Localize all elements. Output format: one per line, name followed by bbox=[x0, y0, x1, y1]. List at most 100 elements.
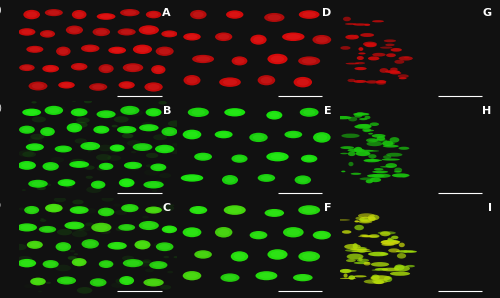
Ellipse shape bbox=[358, 47, 364, 51]
Ellipse shape bbox=[390, 68, 398, 71]
Ellipse shape bbox=[29, 145, 40, 149]
Ellipse shape bbox=[136, 46, 148, 52]
Text: B: B bbox=[162, 105, 171, 116]
Ellipse shape bbox=[362, 128, 371, 132]
Ellipse shape bbox=[123, 259, 143, 267]
Ellipse shape bbox=[294, 77, 312, 87]
Ellipse shape bbox=[172, 143, 179, 146]
Ellipse shape bbox=[170, 130, 179, 134]
Ellipse shape bbox=[56, 46, 70, 56]
Ellipse shape bbox=[346, 254, 364, 260]
Ellipse shape bbox=[19, 64, 34, 71]
Ellipse shape bbox=[194, 250, 212, 259]
Ellipse shape bbox=[92, 28, 110, 36]
Ellipse shape bbox=[27, 241, 43, 249]
Ellipse shape bbox=[73, 162, 86, 167]
Ellipse shape bbox=[194, 250, 212, 259]
Ellipse shape bbox=[92, 223, 112, 232]
Ellipse shape bbox=[139, 124, 158, 131]
Ellipse shape bbox=[372, 269, 380, 271]
Ellipse shape bbox=[136, 145, 148, 150]
Ellipse shape bbox=[312, 35, 331, 44]
Ellipse shape bbox=[122, 134, 134, 138]
Ellipse shape bbox=[148, 12, 158, 17]
Ellipse shape bbox=[121, 204, 138, 212]
Ellipse shape bbox=[26, 46, 44, 53]
Ellipse shape bbox=[128, 110, 143, 116]
Ellipse shape bbox=[151, 65, 166, 74]
Ellipse shape bbox=[108, 242, 127, 250]
Ellipse shape bbox=[72, 258, 86, 266]
Ellipse shape bbox=[232, 56, 248, 66]
Ellipse shape bbox=[350, 249, 370, 250]
Ellipse shape bbox=[358, 213, 375, 218]
Ellipse shape bbox=[117, 126, 136, 134]
Ellipse shape bbox=[72, 258, 86, 266]
Ellipse shape bbox=[190, 10, 206, 19]
Ellipse shape bbox=[167, 271, 173, 273]
Ellipse shape bbox=[397, 253, 406, 259]
Ellipse shape bbox=[70, 250, 75, 252]
Ellipse shape bbox=[368, 252, 388, 256]
Ellipse shape bbox=[380, 68, 388, 73]
Ellipse shape bbox=[78, 226, 92, 232]
Ellipse shape bbox=[96, 29, 107, 35]
Ellipse shape bbox=[182, 271, 202, 280]
Ellipse shape bbox=[313, 132, 330, 143]
Ellipse shape bbox=[298, 177, 308, 183]
Ellipse shape bbox=[164, 256, 169, 258]
Ellipse shape bbox=[158, 101, 167, 105]
Ellipse shape bbox=[370, 159, 374, 162]
Ellipse shape bbox=[123, 63, 143, 72]
Ellipse shape bbox=[124, 108, 136, 113]
Ellipse shape bbox=[91, 223, 112, 232]
Ellipse shape bbox=[348, 79, 356, 82]
Ellipse shape bbox=[154, 242, 166, 248]
Text: D: D bbox=[322, 8, 332, 18]
Ellipse shape bbox=[360, 219, 369, 221]
Ellipse shape bbox=[30, 134, 44, 140]
Ellipse shape bbox=[88, 151, 92, 153]
Ellipse shape bbox=[18, 207, 25, 210]
Ellipse shape bbox=[298, 56, 320, 66]
Ellipse shape bbox=[345, 249, 364, 252]
Ellipse shape bbox=[92, 280, 104, 285]
Ellipse shape bbox=[100, 229, 110, 234]
Ellipse shape bbox=[142, 223, 156, 229]
Ellipse shape bbox=[399, 77, 406, 79]
Ellipse shape bbox=[58, 48, 68, 54]
Ellipse shape bbox=[286, 229, 300, 236]
Ellipse shape bbox=[228, 110, 241, 115]
Ellipse shape bbox=[170, 150, 181, 154]
Ellipse shape bbox=[385, 70, 400, 73]
Ellipse shape bbox=[170, 204, 174, 206]
Ellipse shape bbox=[111, 243, 124, 248]
Ellipse shape bbox=[352, 250, 372, 252]
Ellipse shape bbox=[101, 66, 111, 72]
Ellipse shape bbox=[215, 227, 232, 238]
Ellipse shape bbox=[22, 189, 26, 191]
Ellipse shape bbox=[185, 176, 199, 180]
Ellipse shape bbox=[146, 164, 153, 167]
Ellipse shape bbox=[133, 45, 152, 54]
Ellipse shape bbox=[184, 33, 200, 41]
Ellipse shape bbox=[376, 81, 386, 85]
Ellipse shape bbox=[119, 276, 134, 285]
Ellipse shape bbox=[58, 82, 75, 89]
Ellipse shape bbox=[18, 259, 36, 267]
Ellipse shape bbox=[302, 207, 316, 213]
Ellipse shape bbox=[387, 239, 394, 242]
Ellipse shape bbox=[362, 235, 372, 237]
Ellipse shape bbox=[30, 242, 40, 247]
Ellipse shape bbox=[193, 12, 203, 18]
Ellipse shape bbox=[86, 186, 102, 193]
Ellipse shape bbox=[24, 284, 33, 288]
Ellipse shape bbox=[356, 112, 365, 116]
Ellipse shape bbox=[120, 9, 140, 16]
Ellipse shape bbox=[154, 67, 163, 72]
Ellipse shape bbox=[122, 83, 132, 88]
Ellipse shape bbox=[102, 164, 110, 169]
Ellipse shape bbox=[73, 262, 76, 263]
Ellipse shape bbox=[101, 209, 112, 215]
Ellipse shape bbox=[155, 180, 162, 183]
